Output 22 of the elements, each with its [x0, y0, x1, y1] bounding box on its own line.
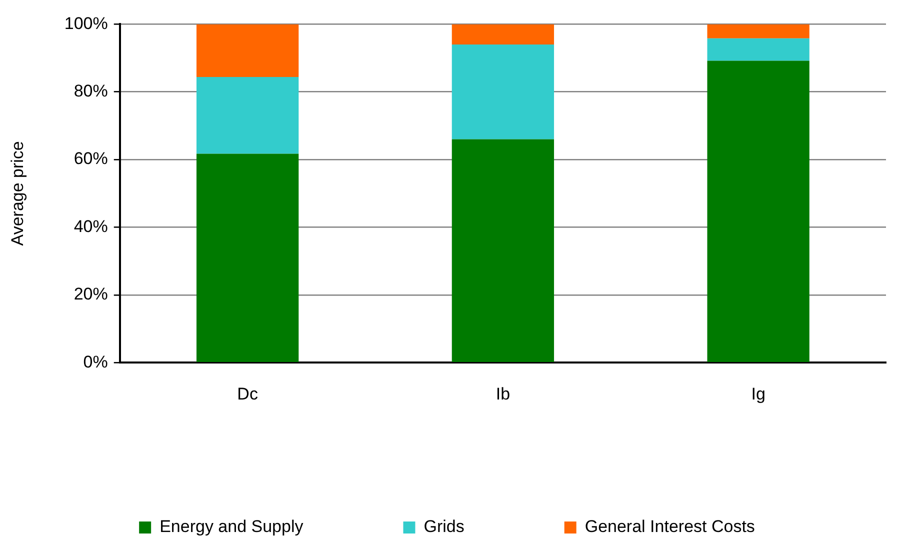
- x-tick-label: Ib: [496, 384, 510, 404]
- x-tick-label: Dc: [237, 384, 258, 404]
- bar: [196, 154, 299, 362]
- bar: [196, 24, 299, 77]
- y-tick-label: 80%: [74, 82, 108, 101]
- y-axis-title: Average price: [8, 141, 27, 246]
- bar: [452, 24, 554, 45]
- bar: [196, 76, 299, 154]
- bar: [452, 44, 554, 140]
- legend-label: Energy and Supply: [160, 517, 304, 536]
- bar: [452, 139, 554, 362]
- legend-label: Grids: [424, 517, 464, 536]
- bar: [707, 24, 810, 38]
- y-tick-label: 40%: [74, 216, 108, 236]
- y-tick-label: 60%: [74, 149, 108, 168]
- y-tick-label: 0%: [83, 352, 108, 372]
- bar: [707, 60, 810, 362]
- y-tick-label: 100%: [64, 14, 108, 33]
- legend-label: General Interest Costs: [584, 517, 755, 536]
- y-tick-label: 20%: [74, 284, 108, 304]
- x-tick-label: Ig: [751, 384, 766, 404]
- bar: [707, 38, 810, 61]
